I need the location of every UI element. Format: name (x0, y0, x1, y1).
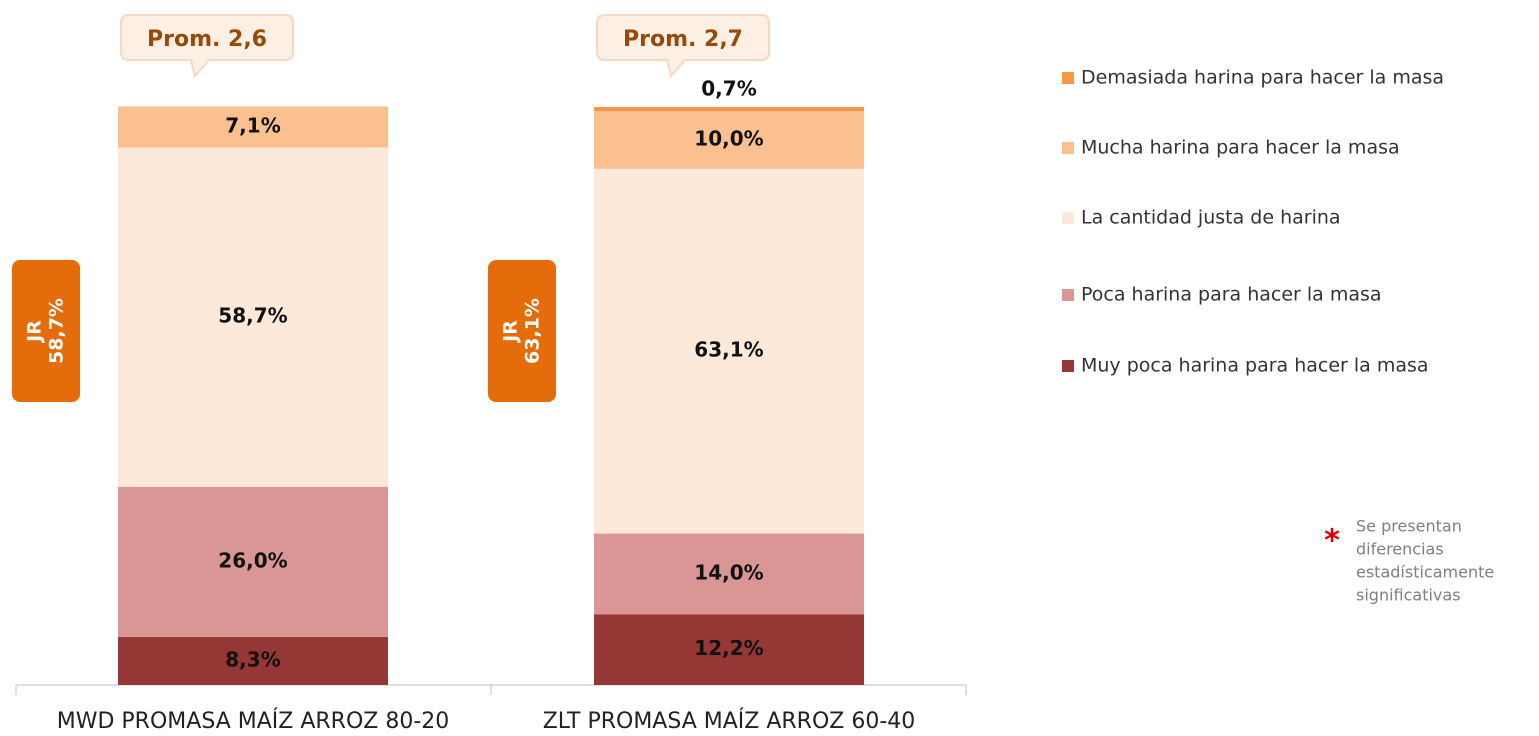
legend-swatch (1062, 360, 1074, 372)
data-label: 14,0% (694, 561, 763, 585)
legend-label: Poca harina para hacer la masa (1081, 284, 1382, 306)
bar-segment (118, 486, 388, 638)
data-label: 10,0% (694, 126, 763, 150)
average-callout (596, 14, 770, 79)
bar-segment (594, 107, 864, 112)
bar-segment (594, 614, 864, 685)
data-label: 63,1% (694, 338, 763, 362)
jr-badge (488, 260, 556, 402)
data-label: 0,7% (701, 77, 756, 101)
jr-text: JR 63,1% (500, 298, 544, 364)
jr-value: 63,1% (522, 298, 544, 364)
data-label: 26,0% (218, 548, 287, 572)
legend-label: Mucha harina para hacer la masa (1081, 137, 1400, 159)
data-label: 12,2% (694, 636, 763, 660)
legend-label: La cantidad justa de harina (1081, 207, 1341, 229)
jr-title: JR (24, 320, 46, 344)
legend-label: Muy poca harina para hacer la masa (1081, 355, 1429, 377)
bar-segment (118, 147, 388, 487)
data-label: 58,7% (218, 304, 287, 328)
footnote-line: estadísticamente (1356, 563, 1494, 582)
footnote-symbol: * (1324, 524, 1340, 559)
bar-segment (594, 111, 864, 169)
jr-badge (12, 260, 80, 402)
x-tick-label: ZLT PROMASA MAÍZ ARROZ 60-40 (543, 708, 916, 734)
jr-text: JR 58,7% (24, 298, 68, 364)
footnote-line: diferencias (1356, 540, 1444, 559)
legend-swatch (1062, 289, 1074, 301)
footnote-line: Se presentan (1356, 517, 1462, 536)
legend-swatch (1062, 212, 1074, 224)
legend-swatch (1062, 142, 1074, 154)
legend-label: Demasiada harina para hacer la masa (1081, 67, 1444, 89)
data-label: 7,1% (225, 113, 280, 137)
bar-segment (118, 106, 388, 148)
average-callout (120, 14, 294, 79)
x-tick-label: MWD PROMASA MAÍZ ARROZ 80-20 (57, 708, 450, 734)
bar-segment (594, 168, 864, 534)
average-label: Prom. 2,7 (623, 27, 743, 52)
jr-value: 58,7% (46, 298, 68, 364)
bar-segment (594, 533, 864, 615)
footnote-line: significativas (1356, 586, 1461, 605)
legend-swatch (1062, 72, 1074, 84)
bar-segment (118, 637, 388, 685)
jr-title: JR (500, 320, 522, 344)
data-label: 8,3% (225, 648, 280, 672)
average-label: Prom. 2,6 (147, 27, 267, 52)
